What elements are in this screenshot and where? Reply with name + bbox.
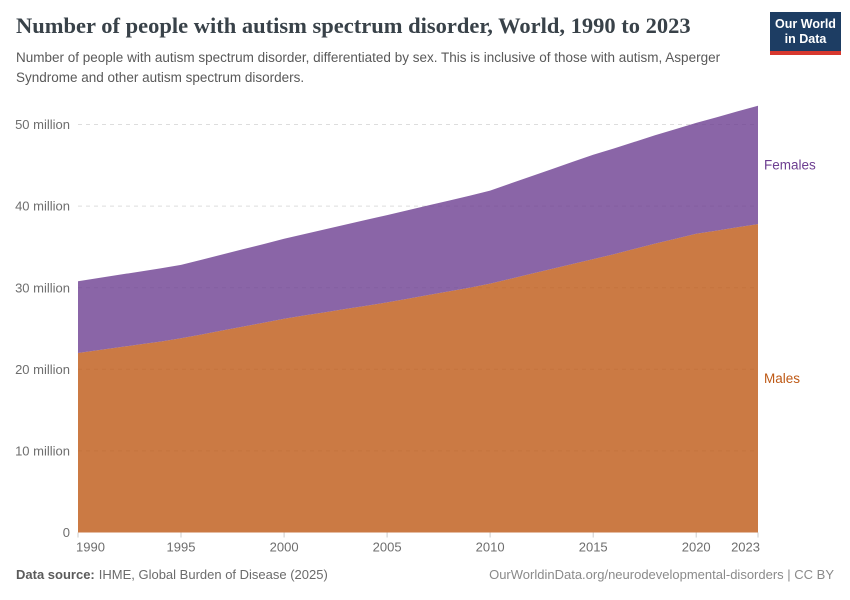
stacked-area-chart[interactable]: Males Females 0 10 million 20 million 30 mill… [0, 95, 850, 560]
x-tick-label-2005: 2005 [373, 540, 402, 555]
x-tick-label-2010: 2010 [476, 540, 505, 555]
legend-label-males: Males [764, 371, 800, 386]
legend-label-females: Females [764, 157, 816, 172]
x-tick-label-2015: 2015 [579, 540, 608, 555]
area-males[interactable] [78, 224, 758, 533]
area-females[interactable] [78, 105, 758, 353]
owid-logo-line2: in Data [784, 32, 827, 46]
owid-logo-line1: Our World [775, 17, 836, 31]
chart-subtitle: Number of people with autism spectrum di… [16, 50, 721, 85]
footer-citation-link[interactable]: OurWorldinData.org/neurodevelopmental-di… [489, 567, 834, 582]
y-tick-label-0: 0 [63, 525, 70, 540]
chart-footer: Data source: IHME, Global Burden of Disea… [16, 567, 834, 582]
y-tick-label-30: 30 million [15, 280, 70, 295]
data-source-value: IHME, Global Burden of Disease (2025) [98, 567, 328, 582]
x-tick-label-2000: 2000 [270, 540, 299, 555]
owid-logo[interactable]: Our World in Data [770, 12, 841, 55]
x-tick-label-1990: 1990 [76, 540, 105, 555]
page-title: Number of people with autism spectrum di… [16, 13, 691, 38]
data-source-label: Data source: [16, 567, 95, 582]
x-tick-label-1995: 1995 [167, 540, 196, 555]
y-tick-label-20: 20 million [15, 362, 70, 377]
x-tick-label-2023: 2023 [731, 540, 760, 555]
y-tick-label-50: 50 million [15, 117, 70, 132]
y-tick-label-10: 10 million [15, 443, 70, 458]
data-source: Data source: IHME, Global Burden of Disea… [16, 567, 328, 582]
y-tick-label-40: 40 million [15, 199, 70, 214]
x-tick-label-2020: 2020 [682, 540, 711, 555]
